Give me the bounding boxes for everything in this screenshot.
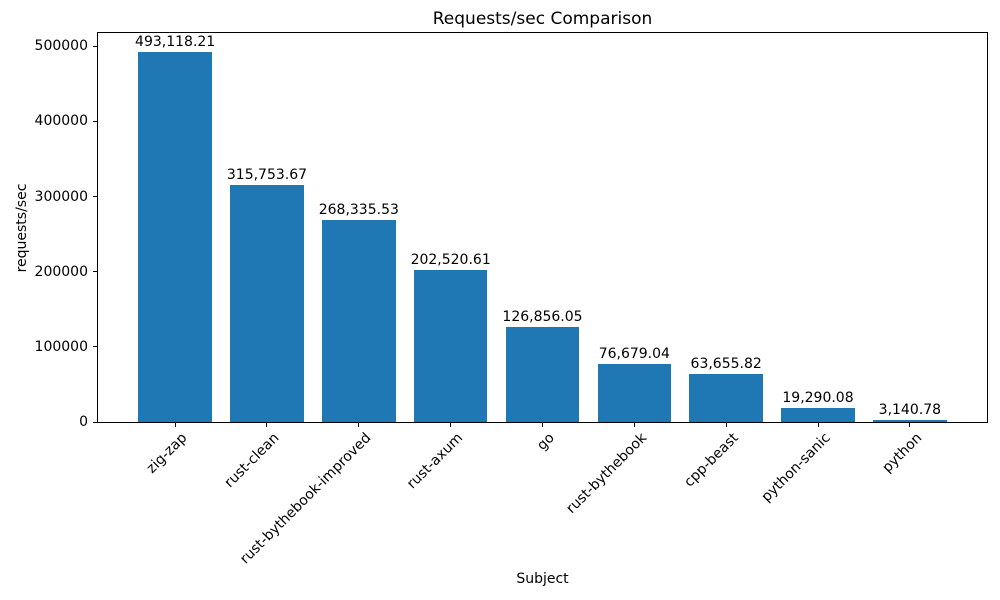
x-tick-mark [266,422,268,427]
bar [505,326,580,422]
bar-value-label: 19,290.08 [782,389,854,406]
x-tick-mark [542,422,543,427]
chart-title: Requests/sec Comparison [432,9,653,29]
x-tick-label: zig-zap [143,430,191,477]
bar-value-label: 63,655.82 [690,356,762,373]
x-tick-label: cpp-beast [681,430,742,491]
y-tick-label: 400000 [34,113,88,130]
y-tick-mark [93,421,98,423]
x-tick-mark [174,422,176,427]
bar [138,51,212,422]
x-tick-label: rust-clean [221,430,283,491]
bar [689,374,763,422]
x-tick-mark [633,422,635,427]
bar-value-label: 315,753.67 [226,166,308,183]
bar-value-label: 126,856.05 [502,308,583,325]
y-tick-label: 0 [79,414,88,430]
y-tick-label: 100000 [34,338,88,355]
y-tick-mark [93,346,98,348]
y-tick-mark [93,120,98,122]
x-tick-mark [817,422,819,427]
x-tick-label: rust-axum [403,430,466,493]
bar [781,407,855,422]
x-tick-mark [450,422,452,427]
y-tick-mark [93,196,98,198]
y-axis-label: requests/sec [14,183,30,273]
bar-value-label: 202,520.61 [410,251,491,268]
bar [413,269,488,422]
x-tick-mark [358,422,360,427]
x-tick-label: rust-bythebook [562,430,650,517]
x-tick-label: go [534,430,558,454]
y-tick-label: 200000 [34,263,88,280]
x-tick-mark [909,422,911,427]
bar [873,419,947,422]
x-tick-label: python-sanic [758,430,834,506]
y-tick-label: 300000 [34,188,88,205]
bar-value-label: 268,335.53 [318,202,399,219]
y-tick-mark [93,271,98,273]
bar [322,220,396,422]
x-tick-mark [725,422,727,427]
x-axis-label: Subject [516,571,569,587]
bar-value-label: 76,679.04 [598,346,670,363]
x-tick-label: python [879,430,926,476]
bar-value-label: 3,140.78 [878,401,942,418]
y-tick-label: 500000 [34,38,88,55]
y-tick-mark [93,45,98,47]
bar-value-label: 493,118.21 [135,33,216,50]
bar [597,364,672,422]
bar [230,184,304,422]
